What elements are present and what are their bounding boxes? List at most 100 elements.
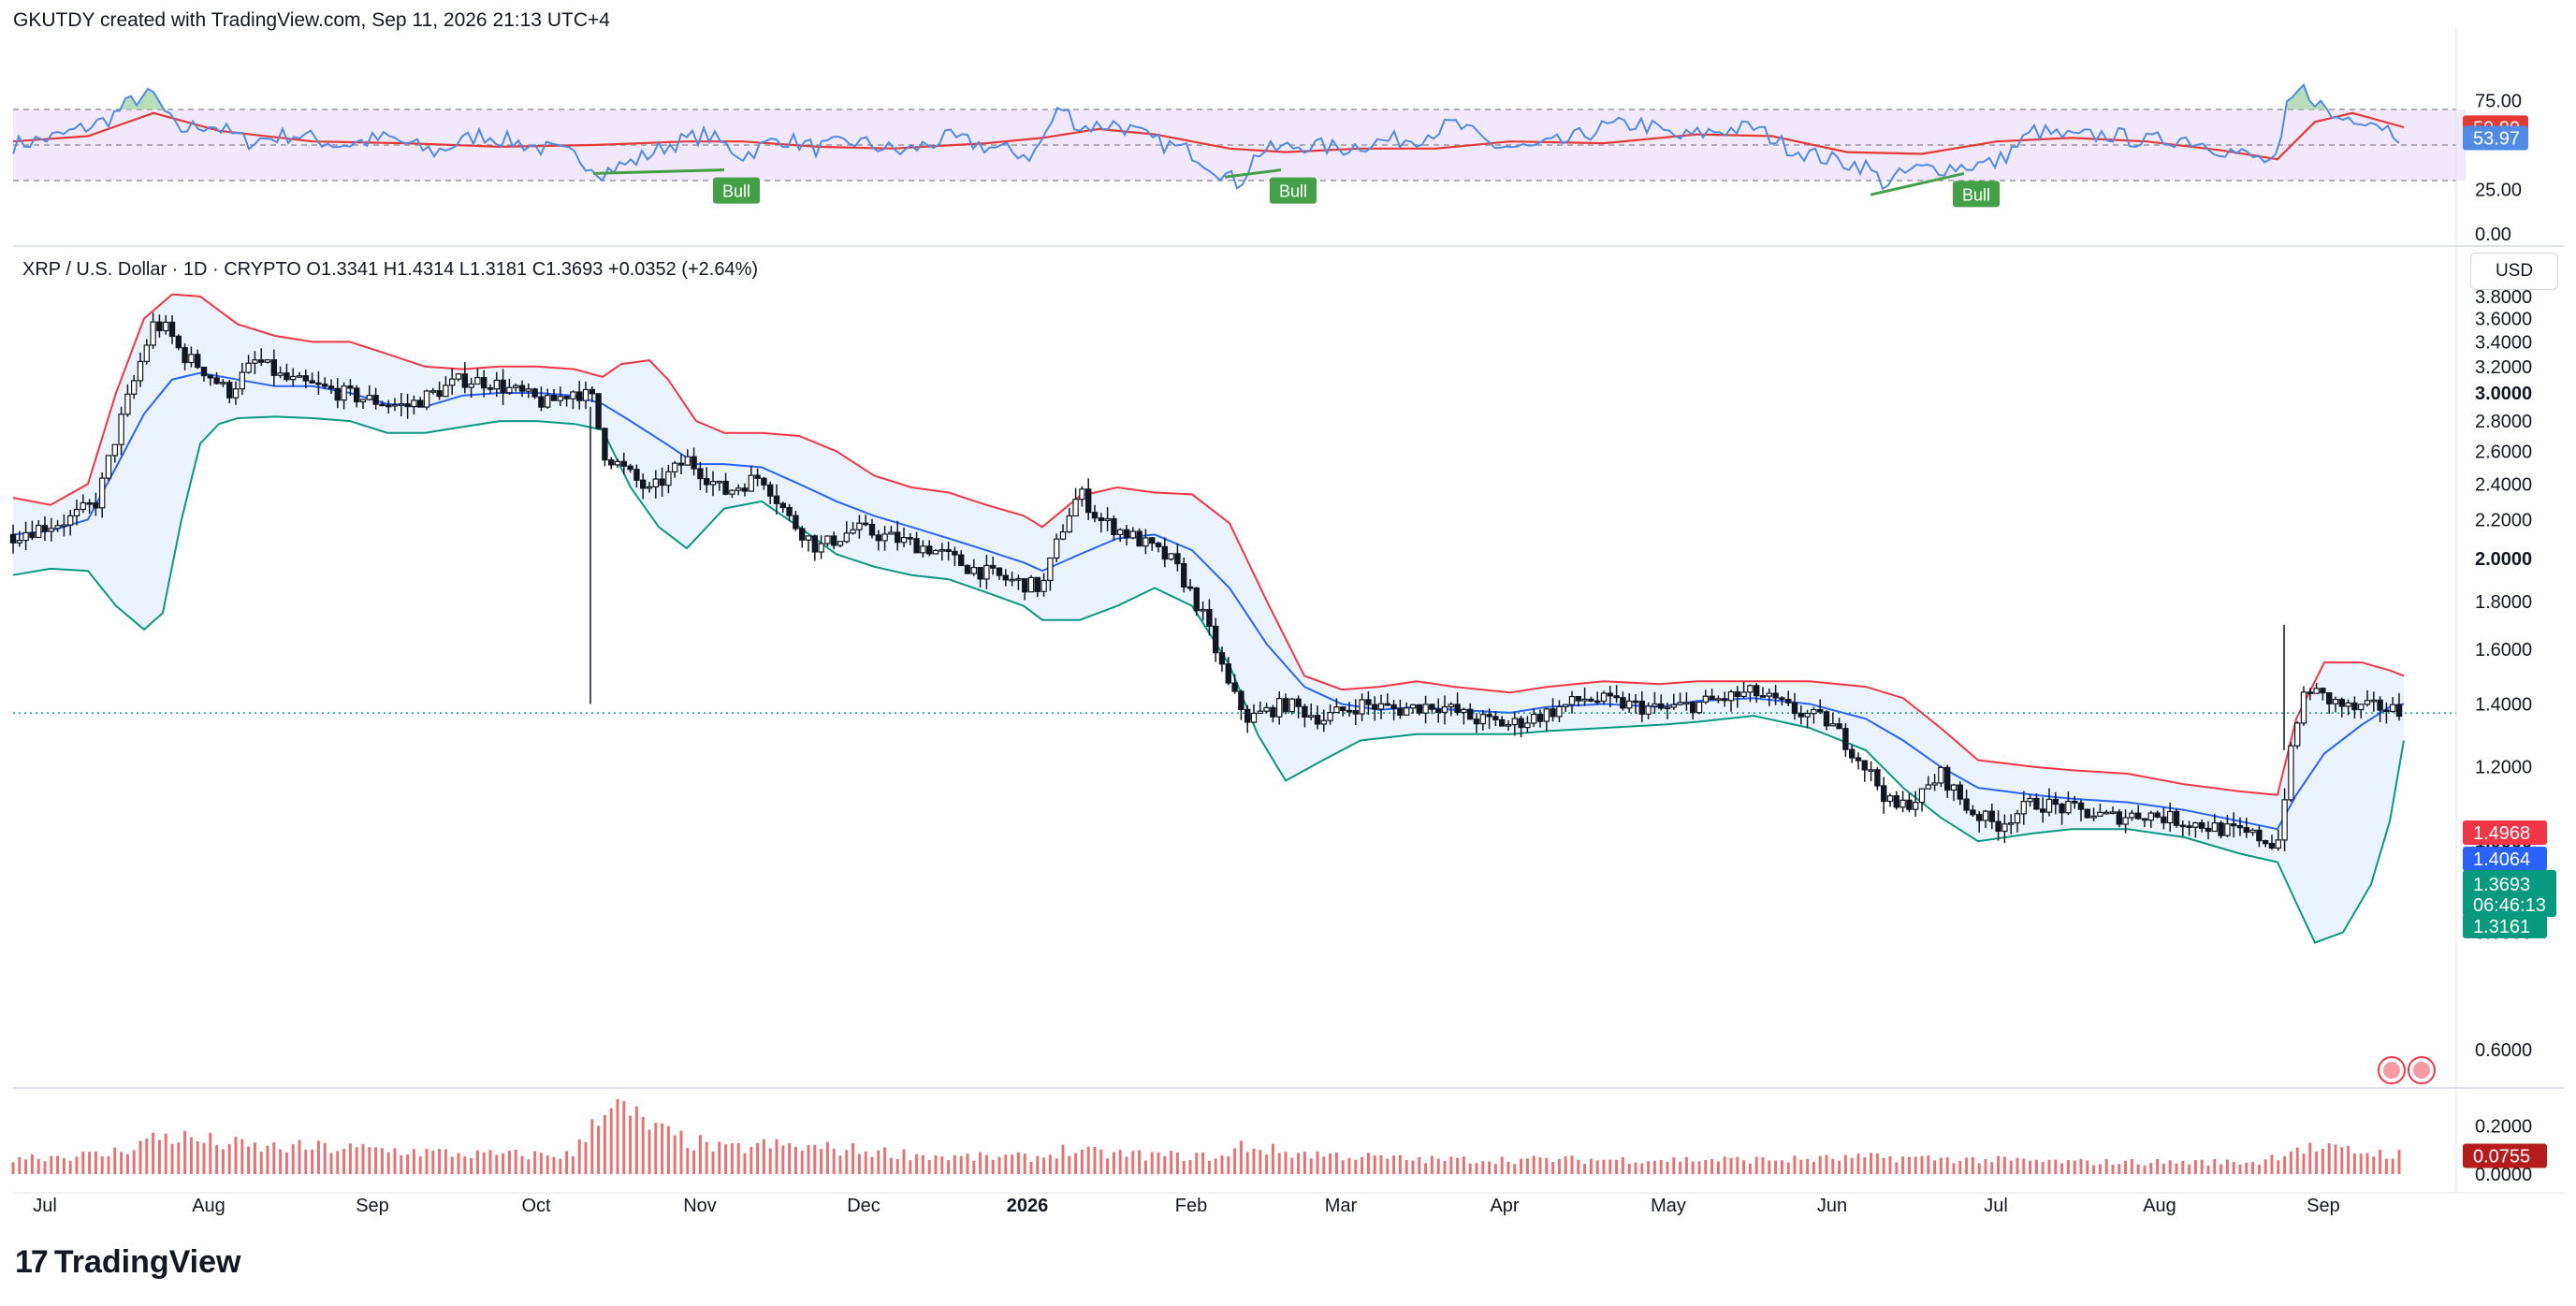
- candle: [468, 383, 474, 388]
- candle: [1963, 798, 1970, 811]
- volume-bar: [1334, 1152, 1338, 1174]
- volume-bar: [1870, 1153, 1873, 1174]
- candle: [818, 543, 824, 553]
- candle: [544, 395, 551, 408]
- volume-bar: [2283, 1155, 2287, 1174]
- tradingview-logo-mark: 17: [15, 1244, 49, 1280]
- candle: [1416, 704, 1422, 714]
- candle: [1275, 698, 1283, 718]
- candle: [290, 375, 297, 381]
- volume-bar: [1971, 1156, 1974, 1174]
- candle: [1498, 718, 1506, 727]
- volume-bar: [425, 1149, 429, 1174]
- volume-bar: [1875, 1154, 1879, 1174]
- candle: [2390, 704, 2396, 712]
- candle: [1550, 708, 1556, 718]
- price-y-tick: 3.8000: [2475, 287, 2532, 308]
- volume-bar: [227, 1143, 231, 1174]
- candle: [359, 399, 367, 403]
- candle: [86, 501, 93, 505]
- candle: [309, 380, 315, 384]
- candle: [2377, 699, 2383, 711]
- volume-bar: [2181, 1160, 2185, 1174]
- candle: [1461, 708, 1467, 714]
- candle: [2167, 810, 2174, 824]
- volume-bar: [2193, 1160, 2197, 1174]
- volume-bar: [1831, 1158, 1835, 1174]
- close-tag-bg: [2463, 870, 2556, 917]
- candle: [2097, 811, 2103, 817]
- candle: [729, 489, 735, 495]
- volume-bar: [1048, 1154, 1052, 1174]
- candle: [1053, 538, 1060, 559]
- candle: [1346, 709, 1353, 713]
- time-axis-label: Sep: [2307, 1196, 2340, 1216]
- candle: [1174, 553, 1181, 565]
- volume-bar: [2397, 1150, 2401, 1174]
- candle: [322, 384, 328, 387]
- volume-bar: [2016, 1157, 2019, 1174]
- candle: [1072, 499, 1079, 517]
- candle: [1129, 530, 1136, 539]
- candle: [1136, 530, 1142, 547]
- candle: [315, 382, 322, 385]
- volume-bar: [316, 1140, 320, 1174]
- candle: [735, 487, 742, 491]
- volume-bar: [1488, 1161, 1492, 1174]
- time-axis-label: Apr: [1490, 1196, 1519, 1216]
- candle: [1811, 708, 1817, 715]
- volume-bar: [1850, 1157, 1854, 1174]
- candle: [1836, 723, 1842, 730]
- candle: [347, 385, 354, 389]
- candle: [366, 395, 373, 400]
- candle: [2243, 827, 2249, 834]
- volume-bar: [711, 1151, 715, 1174]
- candle: [805, 535, 812, 541]
- volume-bar: [1456, 1157, 1460, 1174]
- rsi-ma-line: [12, 111, 2405, 161]
- volume-bar: [279, 1149, 283, 1174]
- candle: [73, 508, 80, 517]
- volume-bar: [1742, 1160, 1746, 1174]
- candle: [2326, 692, 2333, 704]
- volume-bar: [368, 1147, 371, 1174]
- candle: [417, 399, 424, 408]
- candle: [1307, 715, 1315, 718]
- volume-bar: [1990, 1162, 1994, 1174]
- volume-bar: [1907, 1156, 1911, 1174]
- candle: [2370, 699, 2377, 703]
- candle: [1409, 704, 1417, 709]
- volume-bar: [2213, 1158, 2217, 1174]
- volume-bar: [2372, 1156, 2376, 1174]
- candle: [379, 403, 386, 407]
- volume-bar: [1080, 1149, 1084, 1174]
- candle: [518, 385, 526, 392]
- volume-bar: [559, 1158, 562, 1174]
- volume-bar: [157, 1139, 161, 1174]
- candle: [1225, 663, 1231, 684]
- volume-bar: [209, 1132, 212, 1174]
- candle: [850, 529, 856, 534]
- us-flag-icon-inner: [2383, 1062, 2400, 1079]
- volume-bar: [902, 1149, 906, 1174]
- volume-bar: [1997, 1155, 2001, 1174]
- volume-bar: [724, 1144, 728, 1174]
- candle: [2059, 803, 2065, 814]
- volume-bar: [1652, 1160, 1656, 1174]
- volume-bar: [132, 1150, 136, 1174]
- volume-bar: [1780, 1160, 1783, 1174]
- candle: [939, 548, 946, 552]
- volume-bar: [1277, 1153, 1281, 1174]
- volume-bar: [1259, 1150, 1262, 1174]
- volume-bar: [984, 1154, 988, 1174]
- candle: [156, 321, 163, 332]
- candle: [1868, 769, 1874, 772]
- currency-button[interactable]: USD: [2470, 253, 2558, 290]
- volume-bar: [1786, 1162, 1790, 1174]
- volume-bar: [1659, 1159, 1663, 1174]
- volume-bar: [2156, 1158, 2160, 1174]
- candle: [1193, 587, 1200, 612]
- volume-bar: [1074, 1153, 1078, 1174]
- candle: [1079, 488, 1085, 501]
